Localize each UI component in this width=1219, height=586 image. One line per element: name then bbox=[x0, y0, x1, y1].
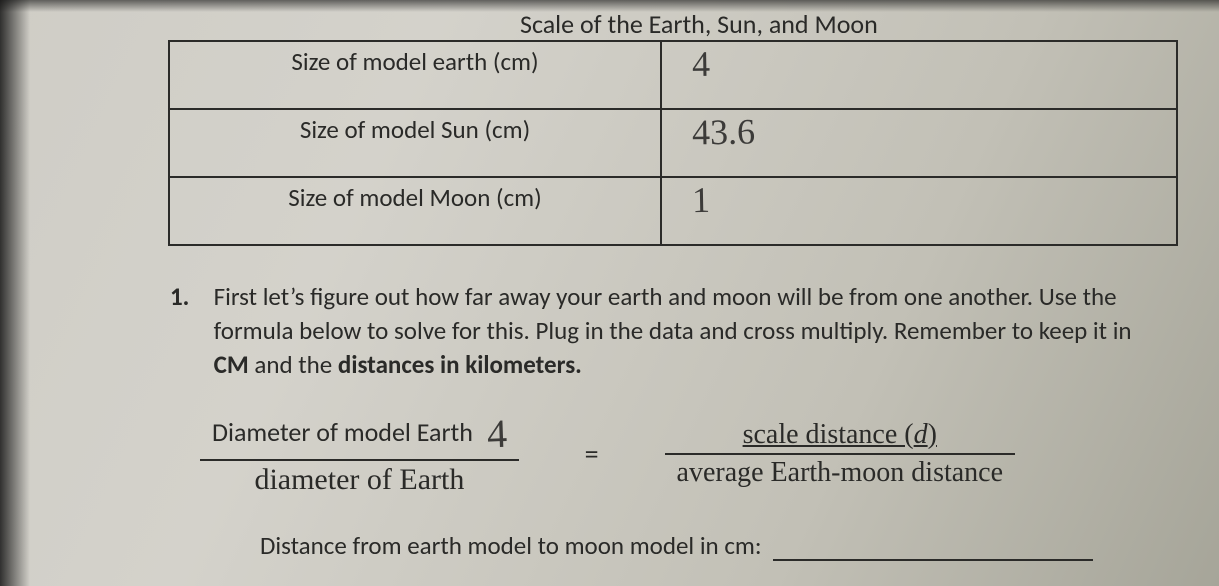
fraction-left: Diameter of model Earth 4 diameter of Ea… bbox=[200, 410, 519, 497]
table-row: Size of model Moon (cm) 1 bbox=[169, 177, 1177, 245]
page-title: Scale of the Earth, Sun, and Moon bbox=[520, 8, 878, 40]
row-value-moon: 1 bbox=[661, 177, 1177, 245]
row-value-sun: 43.6 bbox=[661, 109, 1177, 177]
equals-sign: = bbox=[525, 436, 659, 471]
table-row: Size of model Sun (cm) 43.6 bbox=[169, 109, 1177, 177]
handwritten-value: 4 bbox=[692, 46, 711, 82]
distance-label: Distance from earth model to moon model … bbox=[260, 530, 762, 561]
table-row: Size of model earth (cm) 4 bbox=[169, 41, 1177, 109]
row-label-moon: Size of model Moon (cm) bbox=[169, 177, 661, 245]
row-label-earth: Size of model earth (cm) bbox=[169, 41, 661, 109]
question-text: First let’s figure out how far away your… bbox=[214, 280, 1164, 381]
scale-table: Size of model earth (cm) 4 Size of model… bbox=[168, 40, 1178, 246]
question-number: 1. bbox=[170, 280, 208, 314]
formula-right-top-d: d bbox=[914, 419, 928, 450]
question-bold: CM bbox=[214, 349, 249, 380]
handwritten-value: 1 bbox=[692, 182, 711, 218]
formula-right-top-a: scale distance ( bbox=[743, 419, 914, 450]
formula-left-top: Diameter of model Earth bbox=[212, 416, 473, 448]
distance-prompt: Distance from earth model to moon model … bbox=[260, 530, 1093, 561]
formula-left-bot: diameter of Earth bbox=[200, 461, 519, 497]
row-value-earth: 4 bbox=[661, 41, 1177, 109]
question-text-part: First let’s figure out how far away your… bbox=[214, 281, 1132, 346]
formula: Diameter of model Earth 4 diameter of Ea… bbox=[200, 410, 1180, 497]
question-bold: distances in kilometers. bbox=[338, 349, 582, 380]
question-1: 1. First let’s figure out how far away y… bbox=[170, 280, 1180, 381]
fraction-right: scale distance (d) average Earth-moon di… bbox=[665, 419, 1016, 489]
handwritten-value: 43.6 bbox=[692, 113, 756, 150]
row-label-sun: Size of model Sun (cm) bbox=[169, 109, 661, 177]
handwritten-value: 4 bbox=[486, 410, 508, 458]
question-text-part: and the bbox=[249, 349, 338, 380]
formula-right-bot: average Earth-moon distance bbox=[665, 455, 1016, 489]
answer-blank bbox=[773, 539, 1093, 561]
formula-right-top-b: ) bbox=[928, 419, 937, 450]
